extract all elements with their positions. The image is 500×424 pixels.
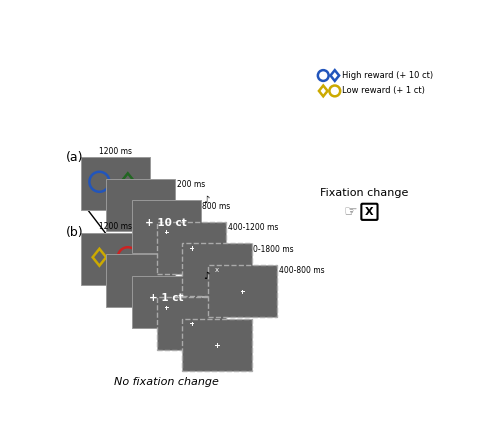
Text: 400-800 ms: 400-800 ms — [228, 299, 274, 308]
Text: + 10 ct: + 10 ct — [146, 218, 187, 228]
Text: + 1 ct: + 1 ct — [149, 293, 184, 303]
Text: (b): (b) — [66, 226, 84, 240]
Text: ☞: ☞ — [344, 204, 357, 219]
Text: 400-800 ms: 400-800 ms — [278, 266, 324, 276]
FancyBboxPatch shape — [132, 276, 201, 328]
Text: No fixation change: No fixation change — [114, 377, 218, 388]
Text: 1200 ms: 1200 ms — [99, 222, 132, 231]
Text: 400-1200 ms: 400-1200 ms — [228, 223, 278, 232]
FancyBboxPatch shape — [362, 204, 378, 220]
Text: 800 ms: 800 ms — [202, 277, 230, 286]
FancyBboxPatch shape — [182, 243, 252, 296]
FancyBboxPatch shape — [80, 157, 150, 209]
Text: 200 ms: 200 ms — [177, 256, 205, 265]
Text: 200 ms: 200 ms — [177, 180, 205, 189]
Text: Fixation change: Fixation change — [320, 188, 408, 198]
Text: High reward (+ 10 ct): High reward (+ 10 ct) — [342, 71, 434, 80]
FancyBboxPatch shape — [157, 297, 226, 350]
Text: (a): (a) — [66, 151, 84, 164]
FancyBboxPatch shape — [80, 233, 150, 285]
Text: x: x — [215, 267, 219, 273]
Text: X: X — [365, 207, 374, 217]
FancyBboxPatch shape — [157, 222, 226, 274]
Text: 800 ms: 800 ms — [202, 202, 230, 211]
Text: ♪: ♪ — [203, 271, 209, 281]
Text: Low reward (+ 1 ct): Low reward (+ 1 ct) — [342, 86, 425, 95]
Text: 0-1800 ms: 0-1800 ms — [253, 245, 294, 254]
Text: ♪: ♪ — [203, 195, 209, 205]
FancyBboxPatch shape — [106, 254, 176, 307]
FancyBboxPatch shape — [106, 179, 176, 231]
FancyBboxPatch shape — [182, 319, 252, 371]
FancyBboxPatch shape — [208, 265, 277, 317]
FancyBboxPatch shape — [132, 200, 201, 253]
Text: 1200 ms: 1200 ms — [99, 147, 132, 156]
